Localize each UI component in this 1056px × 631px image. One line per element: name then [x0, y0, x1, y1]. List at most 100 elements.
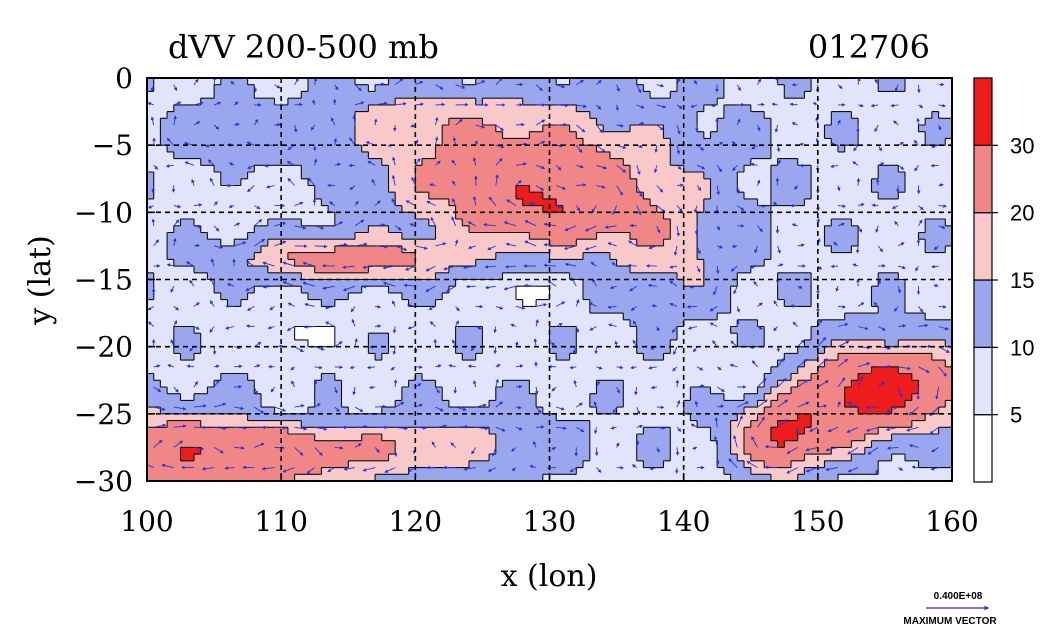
field-cell — [200, 145, 208, 153]
field-cell — [831, 346, 839, 354]
field-cell — [817, 91, 826, 99]
field-cell — [837, 165, 846, 173]
field-cell — [723, 165, 732, 173]
field-cell — [254, 111, 262, 119]
field-cell — [495, 286, 504, 294]
field-cell — [395, 292, 403, 301]
field-cell — [603, 138, 611, 146]
field-cell — [589, 319, 598, 328]
field-cell — [616, 212, 624, 220]
field-cell — [723, 145, 732, 153]
field-cell — [422, 292, 430, 301]
field-cell — [905, 165, 913, 173]
field-cell — [569, 198, 577, 207]
field-cell — [415, 151, 423, 160]
field-cell — [596, 198, 604, 207]
field-cell — [569, 245, 577, 254]
field-cell — [435, 165, 443, 173]
field-cell — [750, 339, 759, 348]
field-cell — [153, 259, 162, 267]
field-cell — [153, 219, 162, 227]
field-cell — [167, 118, 175, 126]
field-cell — [334, 172, 343, 180]
field-cell — [737, 346, 745, 354]
field-cell — [650, 118, 658, 126]
field-cell — [193, 192, 202, 200]
field-cell — [328, 78, 336, 86]
field-cell — [938, 292, 946, 301]
field-cell — [737, 84, 745, 93]
field-cell — [509, 326, 517, 334]
field-cell — [764, 98, 772, 106]
field-cell — [214, 158, 222, 166]
field-cell — [583, 125, 591, 133]
field-cell — [167, 259, 175, 267]
field-cell — [878, 266, 886, 274]
field-cell — [603, 84, 611, 93]
field-cell — [247, 219, 255, 227]
field-cell — [884, 239, 893, 247]
field-cell — [730, 319, 738, 328]
field-cell — [334, 346, 343, 354]
field-cell — [697, 205, 705, 213]
field-cell — [261, 346, 269, 354]
field-cell — [234, 319, 242, 328]
field-cell — [636, 205, 645, 213]
field-cell — [804, 131, 812, 140]
field-cell — [361, 353, 369, 361]
field-cell — [938, 245, 946, 254]
field-cell — [314, 353, 323, 361]
field-cell — [784, 339, 792, 348]
field-cell — [147, 232, 155, 240]
field-cell — [844, 98, 852, 106]
field-cell — [348, 266, 356, 274]
field-cell — [227, 252, 235, 260]
field-cell — [663, 185, 671, 193]
field-cell — [301, 313, 309, 321]
field-cell — [200, 118, 208, 126]
field-cell — [341, 326, 349, 334]
field-cell — [489, 131, 497, 140]
field-cell — [898, 319, 906, 328]
field-cell — [308, 346, 316, 354]
field-cell — [308, 252, 316, 260]
field-cell — [878, 125, 886, 133]
field-cell — [321, 185, 329, 193]
field-cell — [462, 178, 470, 187]
field-cell — [536, 91, 544, 99]
field-cell — [710, 151, 718, 160]
field-cell — [267, 232, 276, 240]
field-cell — [334, 326, 343, 334]
field-cell — [744, 198, 752, 207]
field-cell — [227, 333, 235, 341]
field-cell — [482, 346, 490, 354]
field-cell — [348, 319, 356, 328]
field-cell — [804, 78, 812, 86]
field-cell — [509, 145, 517, 153]
field-cell — [670, 172, 678, 180]
field-cell — [509, 279, 517, 287]
field-cell — [469, 239, 477, 247]
field-cell — [656, 118, 665, 126]
field-cell — [227, 313, 235, 321]
field-cell — [227, 192, 235, 200]
field-cell — [656, 326, 665, 334]
field-cell — [656, 346, 665, 354]
field-cell — [683, 98, 691, 106]
field-cell — [603, 78, 611, 86]
field-cell — [878, 306, 886, 314]
field-cell — [428, 333, 437, 341]
field-cell — [422, 346, 430, 354]
field-cell — [911, 339, 920, 348]
field-cell — [683, 339, 691, 348]
field-cell — [891, 145, 899, 153]
field-cell — [683, 333, 691, 341]
field-cell — [844, 165, 852, 173]
field-cell — [931, 279, 940, 287]
field-cell — [844, 84, 852, 93]
field-cell — [381, 165, 390, 173]
field-cell — [160, 138, 168, 146]
field-cell — [354, 292, 363, 301]
field-cell — [690, 111, 698, 119]
field-cell — [328, 245, 336, 254]
